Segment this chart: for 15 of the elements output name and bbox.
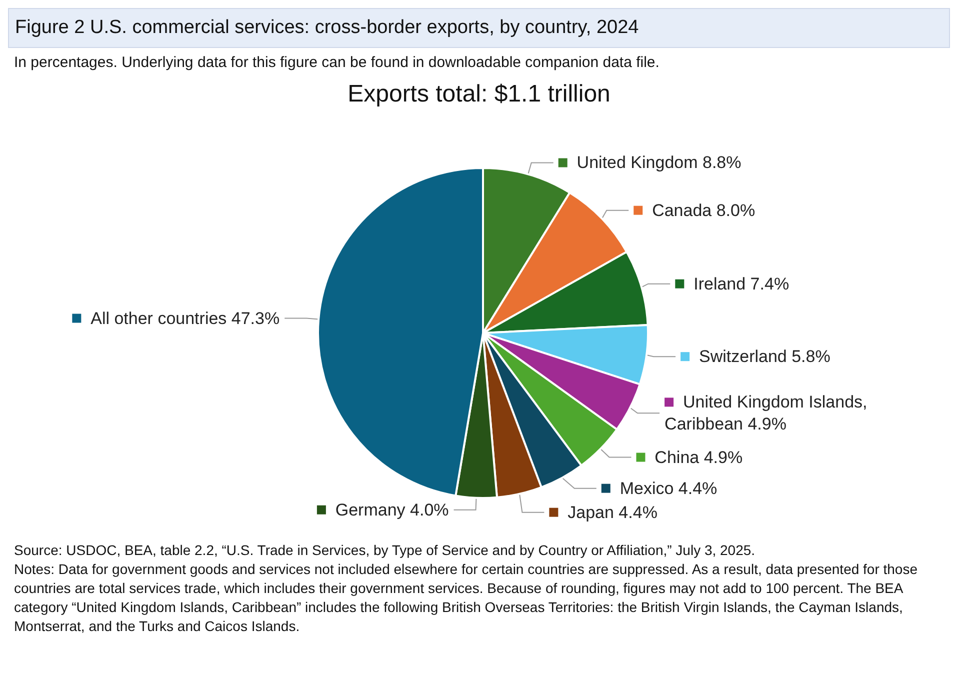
text: Notes: Data for government goods and services not included elsewhere for certain countries are suppressed. As a result, data presented for those countries are total services trade, which includes their government services. Because of rounding, figures may not add to 100 percent. The BEA category “United Kingdom Islands, Caribbean” includes the following British Overseas Territories: the British Virgin Islands, the Cayman Islands, Montserrat, and the Turks and Caicos Islands. <box>14 560 919 636</box>
legend-label: United Kingdom 8.8% <box>567 153 742 172</box>
legend-label: United Kingdom Islands, Caribbean 4.9% <box>664 392 872 434</box>
legend-label: Switzerland 5.8% <box>690 347 830 366</box>
legend-label: Canada 8.0% <box>642 200 756 220</box>
source-note: Source: USDOC, BEA, table 2.2, “U.S. Trade in Services, by Type of Service and by Country or Affiliation,” July 3, 2025. <box>14 541 756 560</box>
legend-label: Japan 4.4% <box>558 502 658 522</box>
legend-label: Germany 4.0% <box>326 500 449 520</box>
legend-label: Mexico 4.4% <box>610 478 718 498</box>
legend-label: China 4.9% <box>645 448 743 467</box>
chart-subtitle: In percentages. Underlying data for this figure can be found in downloadable companion data file. <box>14 54 660 71</box>
text: Exports total: $1.1 trillion <box>348 80 610 108</box>
legend-label: Ireland 7.4% <box>684 274 790 294</box>
chart-title: Figure 2 U.S. commercial services: cross-border exports, by country, 2024 <box>8 8 950 48</box>
legend-label: All other countries 47.3% <box>82 308 280 328</box>
